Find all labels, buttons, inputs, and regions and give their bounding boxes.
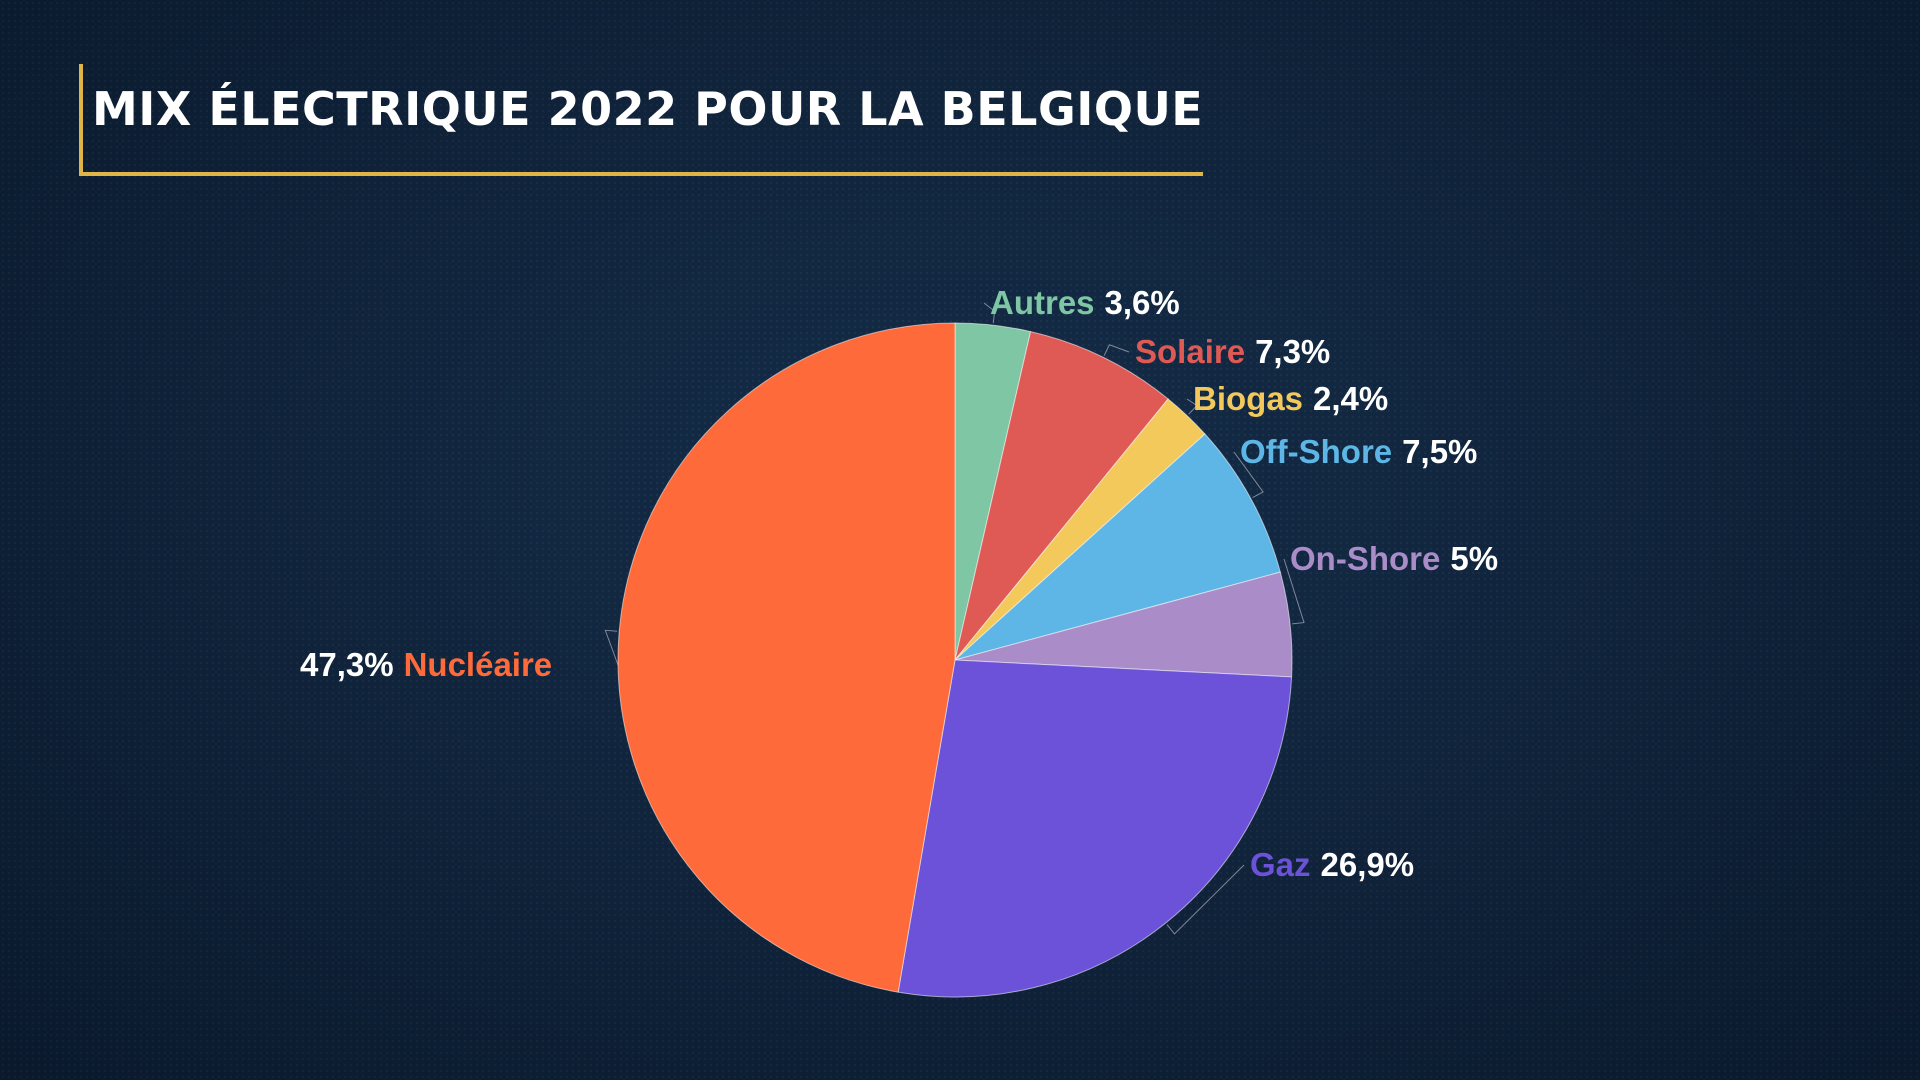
label-leader-lines (604, 302, 1305, 935)
slice-label-value: 3,6% (1105, 284, 1180, 321)
slice-label-name: Gaz (1250, 846, 1311, 883)
slice-label-name: Autres (990, 284, 1095, 321)
slice-label: 47,3% Nucléaire (300, 646, 552, 683)
slice-label-name: Biogas (1193, 380, 1303, 417)
slice-label-name: Solaire (1135, 333, 1245, 370)
leader-line (1166, 864, 1245, 935)
slice-label-name: On-Shore (1290, 540, 1440, 577)
slice-labels: Autres 3,6% Solaire 7,3% Biogas 2,4% Off-Shore… (300, 284, 1498, 883)
slice-label: Biogas 2,4% (1193, 380, 1388, 417)
slice-label-value: 5% (1450, 540, 1498, 577)
slice-label: On-Shore 5% (1290, 540, 1498, 577)
leader-line (983, 302, 996, 324)
slice-label-value: 26,9% (1321, 846, 1415, 883)
slice-label-value: 7,3% (1255, 333, 1330, 370)
leader-line (604, 629, 619, 666)
title-frame (79, 64, 1203, 176)
slice-label: Autres 3,6% (990, 284, 1180, 321)
slice-label: Gaz 26,9% (1250, 846, 1414, 883)
pie-slice-off-shore (954, 433, 1281, 661)
slice-label-value: 47,3% (300, 646, 394, 683)
chart-title: MIX ÉLECTRIQUE 2022 POUR LA BELGIQUE (92, 82, 1204, 136)
pie-slices (617, 322, 1293, 998)
slice-label: Solaire 7,3% (1135, 333, 1330, 370)
slice-label-name: Nucléaire (404, 646, 553, 683)
leader-line (1283, 558, 1305, 625)
leader-line (1103, 344, 1130, 356)
leader-line (1186, 398, 1198, 415)
slice-label: Off-Shore 7,5% (1240, 433, 1477, 470)
slice-label-value: 7,5% (1402, 433, 1477, 470)
leader-line (1233, 451, 1264, 499)
pie-slice-gaz (897, 659, 1293, 998)
pie-slice-solaire (954, 330, 1169, 661)
slice-label-name: Off-Shore (1240, 433, 1392, 470)
slice-label-value: 2,4% (1313, 380, 1388, 417)
pie-slice-nucl-aire (617, 322, 956, 993)
